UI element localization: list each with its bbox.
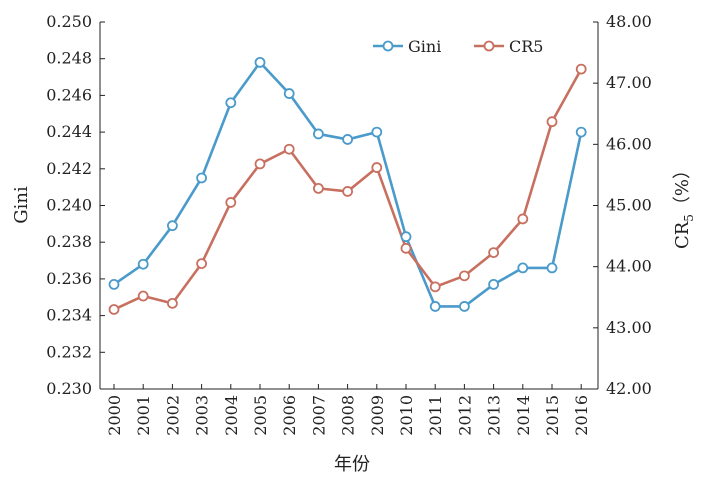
- x-tick-label: 2012: [455, 395, 474, 436]
- data-point-gini: [137, 258, 149, 270]
- x-tick-label: 2014: [514, 395, 533, 436]
- data-point-gini: [312, 128, 324, 140]
- data-point-cr5: [342, 186, 354, 197]
- x-tick-label: 2009: [368, 395, 387, 436]
- y-tick-left-label: 0.234: [46, 306, 92, 325]
- data-point-cr5: [517, 213, 529, 225]
- data-point-cr5: [312, 182, 324, 194]
- x-tick-label: 2001: [134, 395, 153, 436]
- data-point-cr5: [225, 197, 237, 208]
- y-axis-title-right-sub: 5: [682, 214, 696, 222]
- data-point-cr5: [196, 258, 208, 270]
- legend-marker-cr5: [483, 40, 495, 52]
- data-point-cr5: [108, 304, 120, 315]
- x-tick-label: 2006: [280, 395, 299, 436]
- data-point-cr5: [429, 281, 441, 293]
- data-point-gini: [166, 220, 178, 232]
- y-axis-title-right: CR5（%）: [672, 161, 696, 249]
- legend-label-gini: Gini: [408, 37, 441, 56]
- data-point-gini: [196, 172, 208, 184]
- y-tick-left-label: 0.248: [46, 49, 92, 68]
- y-tick-right-label: 44.00: [606, 257, 652, 276]
- ticks: 0.230 0.232 0.234 0.236 0.238 0.240 0.242 0.244…: [46, 12, 652, 436]
- data-point-gini: [108, 279, 120, 290]
- data-point-cr5: [458, 270, 470, 282]
- y-tick-left-label: 0.250: [46, 12, 92, 31]
- y-tick-left-label: 0.240: [46, 196, 92, 215]
- data-point-gini: [575, 126, 587, 138]
- y-axis-title-right-main: CR: [672, 221, 693, 249]
- data-point-gini: [283, 88, 295, 99]
- y-tick-right-label: 47.00: [606, 73, 652, 92]
- legend-marker-gini: [382, 40, 394, 52]
- x-tick-label: 2003: [193, 395, 212, 436]
- y-tick-right-label: 45.00: [606, 196, 652, 215]
- data-point-gini: [546, 262, 558, 274]
- data-point-cr5: [137, 290, 149, 302]
- y-tick-right-label: 42.00: [606, 379, 652, 398]
- data-point-gini: [488, 279, 500, 290]
- series-markers: [108, 56, 587, 315]
- x-axis-title: 年份: [334, 454, 370, 475]
- data-point-gini: [342, 134, 354, 145]
- data-point-cr5: [400, 242, 412, 254]
- y-axis-title-left: Gini: [11, 186, 32, 224]
- data-point-gini: [458, 301, 470, 312]
- y-tick-left-label: 0.236: [46, 269, 92, 288]
- x-tick-label: 2013: [485, 395, 504, 436]
- y-tick-left-label: 0.246: [46, 85, 92, 104]
- data-point-cr5: [575, 63, 587, 75]
- axes: [99, 22, 599, 390]
- data-point-gini: [429, 301, 441, 312]
- series-lines: [113, 61, 583, 311]
- axis-titles: 年份 Gini CR5（%）: [11, 161, 696, 475]
- data-point-cr5: [546, 116, 558, 128]
- x-tick-label: 2002: [163, 395, 182, 436]
- data-point-gini: [254, 56, 266, 68]
- x-tick-label: 2010: [397, 395, 416, 436]
- data-point-gini: [517, 262, 529, 274]
- y-tick-right-label: 48.00: [606, 12, 652, 31]
- y-tick-left-label: 0.238: [46, 232, 92, 251]
- x-tick-label: 2005: [251, 395, 270, 436]
- x-tick-label: 2000: [105, 395, 124, 436]
- legend: Gini CR5: [373, 37, 543, 56]
- data-point-cr5: [254, 158, 266, 170]
- y-tick-left-label: 0.244: [46, 122, 92, 141]
- x-tick-label: 2008: [339, 395, 358, 436]
- data-point-cr5: [371, 162, 383, 173]
- data-point-cr5: [283, 143, 295, 155]
- x-tick-label: 2011: [426, 395, 445, 436]
- data-point-gini: [400, 231, 412, 243]
- y-axis-title-right-unit: （%）: [672, 161, 693, 214]
- data-point-gini: [225, 97, 237, 109]
- y-tick-right-label: 43.00: [606, 318, 652, 337]
- x-tick-label: 2015: [543, 395, 562, 436]
- x-tick-label: 2016: [572, 395, 591, 436]
- y-tick-left-label: 0.230: [46, 379, 92, 398]
- legend-label-cr5: CR5: [509, 37, 543, 56]
- series-line-gini: [113, 61, 583, 308]
- y-tick-left-label: 0.242: [46, 159, 92, 178]
- y-tick-left-label: 0.232: [46, 342, 92, 361]
- x-tick-label: 2007: [309, 395, 328, 436]
- x-tick-label: 2004: [222, 395, 241, 436]
- data-point-cr5: [166, 297, 178, 309]
- data-point-gini: [371, 126, 383, 138]
- data-point-cr5: [488, 247, 500, 258]
- y-tick-right-label: 46.00: [606, 134, 652, 153]
